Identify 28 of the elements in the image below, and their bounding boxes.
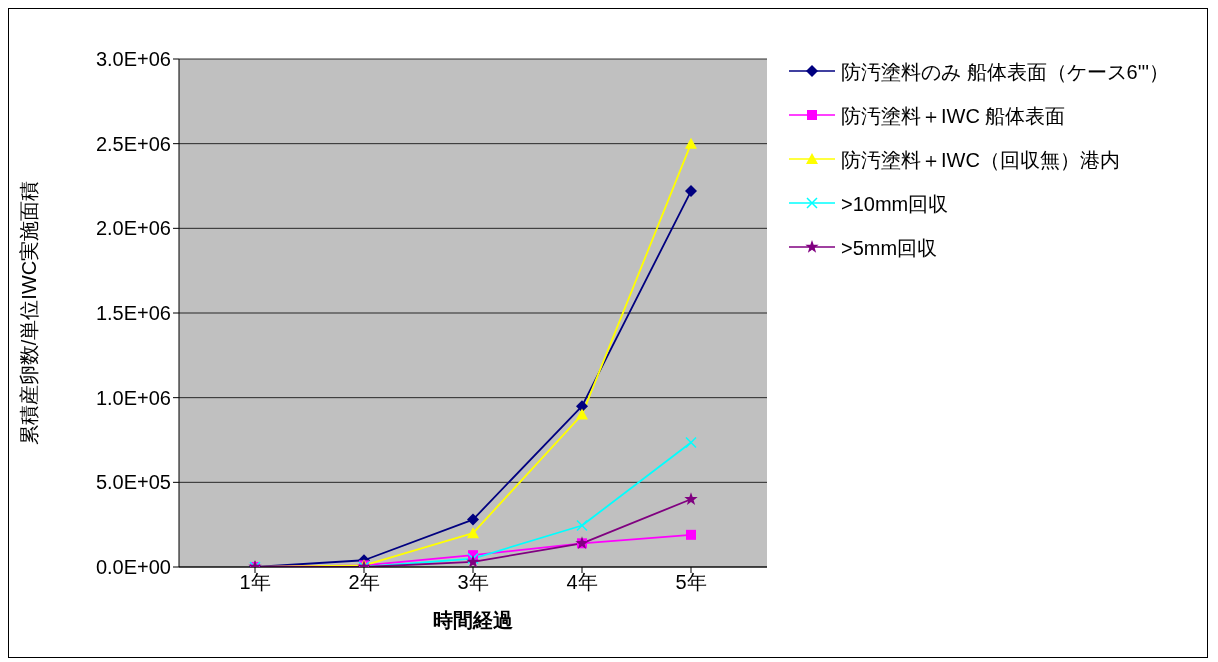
y-tick-label: 5.0E+05 bbox=[95, 471, 171, 494]
legend-label: >10mm回収 bbox=[841, 192, 949, 217]
x-tick-label: 1年 bbox=[239, 571, 271, 594]
point bbox=[686, 529, 696, 540]
x-tick-label: 4年 bbox=[566, 571, 598, 594]
legend-label: 防汚塗料のみ 船体表面（ケース6'''） bbox=[841, 60, 1170, 85]
point bbox=[685, 185, 697, 198]
point bbox=[685, 436, 697, 449]
point bbox=[467, 527, 479, 539]
legend-label: 防汚塗料＋IWC 船体表面 bbox=[841, 104, 1066, 129]
y-tick-label: 1.0E+06 bbox=[95, 386, 171, 409]
y-tick-label: 2.0E+06 bbox=[95, 217, 171, 240]
y-tick-label: 0.0E+00 bbox=[95, 556, 171, 579]
x-tick-label: 3年 bbox=[457, 571, 489, 594]
point bbox=[684, 492, 698, 505]
x-tick-label: 5年 bbox=[675, 571, 707, 594]
point bbox=[576, 408, 588, 420]
y-tick-label: 3.0E+06 bbox=[95, 48, 171, 71]
y-tick-label: 2.5E+06 bbox=[95, 132, 171, 155]
y-tick-label: 1.5E+06 bbox=[95, 302, 171, 325]
legend-label: >5mm回収 bbox=[841, 236, 938, 261]
y-axis-title: 累積産卵数/単位IWC実施面積 bbox=[18, 180, 41, 446]
point bbox=[576, 519, 588, 532]
point bbox=[685, 137, 697, 149]
legend-label: 防汚塗料＋IWC（回収無）港内 bbox=[841, 148, 1120, 173]
x-tick-label: 2年 bbox=[348, 571, 380, 594]
x-axis-title: 時間経過 bbox=[433, 609, 513, 631]
point bbox=[467, 513, 479, 526]
